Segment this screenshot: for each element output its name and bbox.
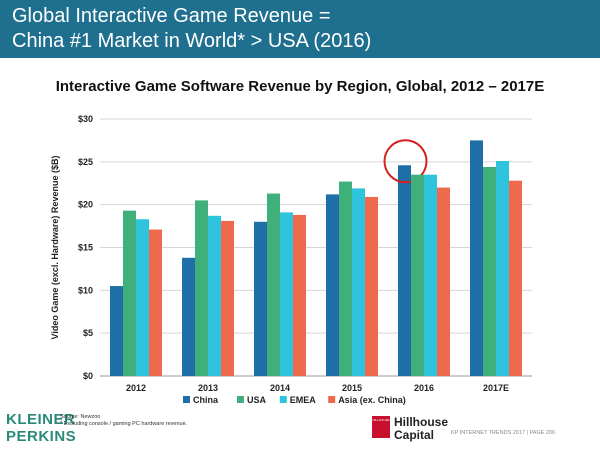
bar bbox=[496, 160, 509, 376]
bar bbox=[267, 193, 280, 376]
slide-header: Global Interactive Game Revenue = China … bbox=[0, 0, 600, 58]
legend-label: China bbox=[193, 395, 219, 405]
x-tick-label: 2013 bbox=[198, 383, 218, 393]
slide-title-line-1: Global Interactive Game Revenue = bbox=[12, 5, 331, 27]
bar bbox=[352, 188, 365, 376]
legend-label: EMEA bbox=[290, 395, 317, 405]
bar bbox=[110, 286, 123, 376]
report-page-label: KP INTERNET TRENDS 2017 | PAGE 206 bbox=[451, 430, 556, 436]
bar bbox=[136, 219, 149, 376]
y-tick-label: $5 bbox=[83, 328, 93, 338]
bar bbox=[411, 174, 424, 376]
partner-line-2: Capital bbox=[394, 428, 435, 442]
bar bbox=[483, 166, 496, 376]
y-tick-label: $15 bbox=[78, 243, 93, 253]
slide-title-line-2: China #1 Market in World* > USA (2016) bbox=[12, 30, 372, 52]
logo-line-2: PERKINS bbox=[6, 428, 77, 445]
bar bbox=[339, 181, 352, 376]
source-note: Source: Newzoo bbox=[60, 414, 101, 420]
footnote: Source: Newzoo * Excluding console / gam… bbox=[60, 414, 187, 428]
bar bbox=[365, 196, 378, 376]
bar bbox=[424, 174, 437, 376]
y-axis-label: Video Game (excl. Hardware) Revenue ($B) bbox=[50, 156, 60, 340]
bar bbox=[509, 180, 522, 376]
x-tick-label: 2017E bbox=[483, 383, 509, 393]
bar bbox=[254, 221, 267, 376]
y-tick-label: $20 bbox=[78, 200, 93, 210]
partner-line-1: Hillhouse bbox=[394, 415, 449, 429]
x-tick-label: 2012 bbox=[126, 383, 146, 393]
chart-title: Interactive Game Software Revenue by Reg… bbox=[55, 78, 545, 95]
legend-label: Asia (ex. China) bbox=[338, 395, 406, 405]
logo-line-1: KLEINER bbox=[6, 411, 76, 428]
bar bbox=[293, 214, 306, 376]
y-tick-label: $10 bbox=[78, 285, 93, 295]
kleiner-perkins-logo: KLEINER PERKINS bbox=[6, 411, 76, 445]
legend-swatch bbox=[237, 396, 244, 403]
x-tick-label: 2016 bbox=[414, 383, 434, 393]
bar bbox=[326, 194, 339, 376]
bar bbox=[398, 165, 411, 376]
legend-swatch bbox=[328, 396, 336, 403]
legend-label: USA bbox=[247, 395, 267, 405]
bar bbox=[221, 220, 234, 376]
y-tick-label: $25 bbox=[78, 157, 93, 167]
legend-swatch bbox=[183, 396, 190, 403]
x-tick-label: 2014 bbox=[270, 383, 290, 393]
bar bbox=[195, 200, 208, 376]
bar bbox=[123, 210, 136, 376]
bar bbox=[208, 215, 221, 376]
hillhouse-logo-icon: HILLHOUSE bbox=[372, 416, 390, 438]
bar bbox=[280, 212, 293, 376]
bar bbox=[149, 229, 162, 376]
bar bbox=[182, 257, 195, 376]
bar bbox=[470, 140, 483, 376]
exclusion-note: * Excluding console / gaming PC hardware… bbox=[60, 421, 188, 427]
y-tick-label: $0 bbox=[83, 371, 93, 381]
y-tick-label: $30 bbox=[78, 114, 93, 124]
x-tick-label: 2015 bbox=[342, 383, 362, 393]
legend-swatch bbox=[279, 396, 287, 403]
hillhouse-capital-logo: Hillhouse Capital bbox=[394, 416, 448, 442]
bar bbox=[437, 187, 450, 376]
highlight-circle bbox=[383, 139, 428, 184]
